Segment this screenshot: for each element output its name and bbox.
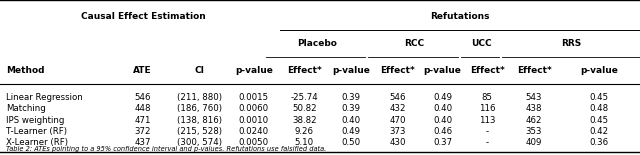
Text: 0.40: 0.40 [342, 115, 361, 124]
Text: 0.0050: 0.0050 [239, 138, 269, 147]
Text: 432: 432 [389, 104, 406, 113]
Text: 373: 373 [389, 127, 406, 136]
Text: 0.48: 0.48 [590, 104, 609, 113]
Text: 448: 448 [134, 104, 151, 113]
Text: Effect*: Effect* [287, 66, 322, 75]
Text: 0.42: 0.42 [590, 127, 609, 136]
Text: 0.45: 0.45 [590, 115, 609, 124]
Text: Method: Method [6, 66, 45, 75]
Text: p-value: p-value [332, 66, 371, 75]
Text: p-value: p-value [235, 66, 273, 75]
Text: (300, 574): (300, 574) [177, 138, 222, 147]
Text: (138, 816): (138, 816) [177, 115, 222, 124]
Text: 0.0015: 0.0015 [239, 93, 269, 102]
Text: 5.10: 5.10 [295, 138, 314, 147]
Text: Matching: Matching [6, 104, 46, 113]
Text: 9.26: 9.26 [295, 127, 314, 136]
Text: 353: 353 [526, 127, 542, 136]
Text: (215, 528): (215, 528) [177, 127, 222, 136]
Text: T-Learner (RF): T-Learner (RF) [6, 127, 67, 136]
Text: 437: 437 [134, 138, 151, 147]
Text: Table 2: ATEs pointing to a 95% confidence interval and p-values. Refutations us: Table 2: ATEs pointing to a 95% confiden… [6, 146, 326, 152]
Text: Effect*: Effect* [470, 66, 504, 75]
Text: Refutations: Refutations [431, 12, 490, 21]
Text: 0.40: 0.40 [433, 115, 452, 124]
Text: 430: 430 [389, 138, 406, 147]
Text: CI: CI [195, 66, 204, 75]
Text: 0.0240: 0.0240 [239, 127, 269, 136]
Text: 0.49: 0.49 [342, 127, 361, 136]
Text: 471: 471 [134, 115, 151, 124]
Text: p-value: p-value [580, 66, 618, 75]
Text: 0.0060: 0.0060 [239, 104, 269, 113]
Text: 0.39: 0.39 [342, 104, 361, 113]
Text: 543: 543 [526, 93, 542, 102]
Text: 0.50: 0.50 [342, 138, 361, 147]
Text: 372: 372 [134, 127, 151, 136]
Text: Causal Effect Estimation: Causal Effect Estimation [81, 12, 205, 21]
Text: 462: 462 [526, 115, 542, 124]
Text: 0.49: 0.49 [433, 93, 452, 102]
Text: 113: 113 [479, 115, 495, 124]
Text: -: - [486, 138, 488, 147]
Text: RRS: RRS [561, 39, 581, 48]
Text: ATE: ATE [133, 66, 152, 75]
Text: RCC: RCC [404, 39, 424, 48]
Text: 0.36: 0.36 [590, 138, 609, 147]
Text: 85: 85 [481, 93, 493, 102]
Text: 409: 409 [526, 138, 542, 147]
Text: X-Learner (RF): X-Learner (RF) [6, 138, 68, 147]
Text: IPS weighting: IPS weighting [6, 115, 65, 124]
Text: UCC: UCC [471, 39, 492, 48]
Text: 0.46: 0.46 [433, 127, 452, 136]
Text: 470: 470 [389, 115, 406, 124]
Text: 50.82: 50.82 [292, 104, 317, 113]
Text: 546: 546 [134, 93, 151, 102]
Text: 0.39: 0.39 [342, 93, 361, 102]
Text: 0.40: 0.40 [433, 104, 452, 113]
Text: Placebo: Placebo [297, 39, 337, 48]
Text: 438: 438 [526, 104, 542, 113]
Text: (186, 760): (186, 760) [177, 104, 222, 113]
Text: Linear Regression: Linear Regression [6, 93, 83, 102]
Text: 38.82: 38.82 [292, 115, 317, 124]
Text: -25.74: -25.74 [291, 93, 318, 102]
Text: 0.37: 0.37 [433, 138, 452, 147]
Text: 546: 546 [389, 93, 406, 102]
Text: Effect*: Effect* [380, 66, 415, 75]
Text: 116: 116 [479, 104, 495, 113]
Text: 0.45: 0.45 [590, 93, 609, 102]
Text: p-value: p-value [424, 66, 461, 75]
Text: Effect*: Effect* [516, 66, 552, 75]
Text: (211, 880): (211, 880) [177, 93, 222, 102]
Text: -: - [486, 127, 488, 136]
Text: 0.0010: 0.0010 [239, 115, 269, 124]
